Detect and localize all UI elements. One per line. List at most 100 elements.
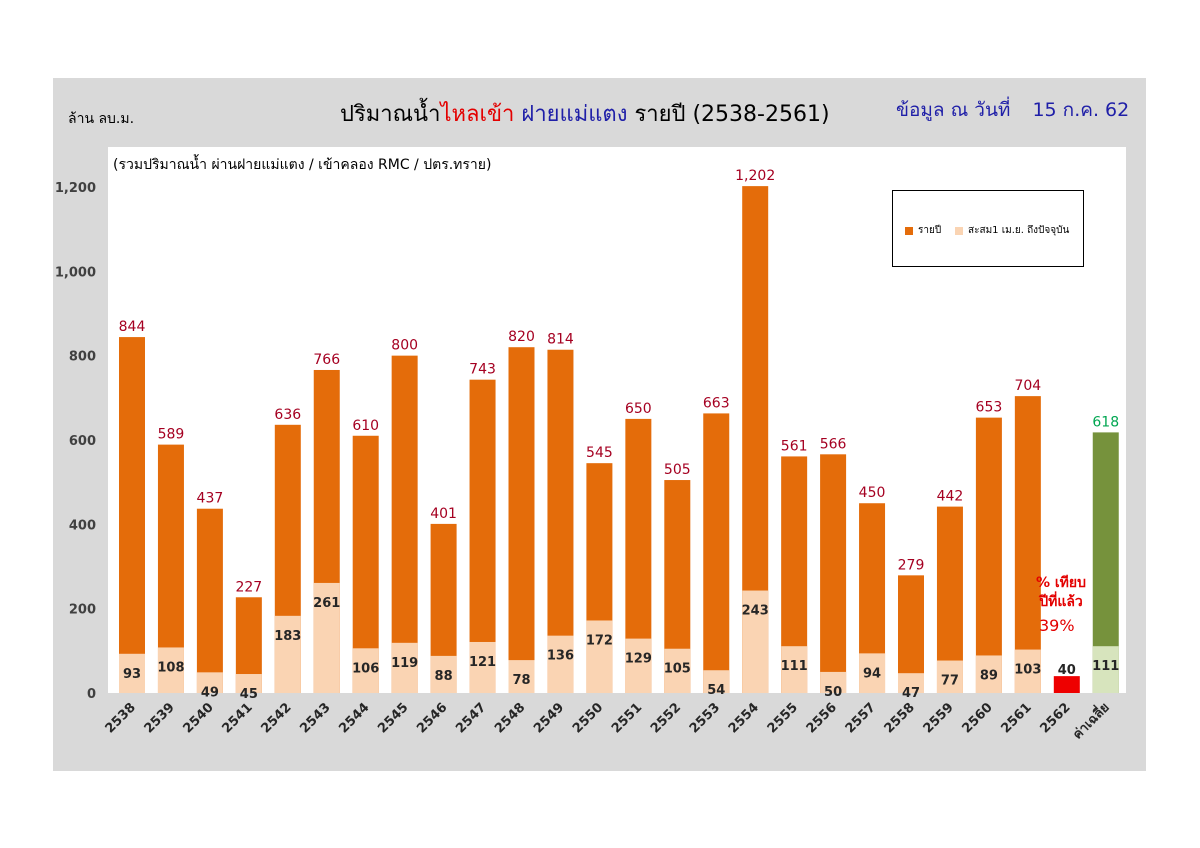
cumulative-value-label: 78 [512,673,530,688]
chart-title: ปริมาณน้ำไหลเข้า ฝายแม่แตง รายปี (2538-2… [340,96,830,131]
bar-cumulative [742,590,769,693]
x-tick-label: 2542 [258,700,294,736]
x-tick-label: 2544 [336,700,372,736]
y-axis-unit-label: ล้าน ลบ.ม. [68,111,135,127]
legend-swatch-cumulative [955,226,963,235]
legend: รายปี สะสม1 เม.ย. ถึงปัจจุบัน [892,190,1084,267]
cumulative-value-label: 261 [313,596,340,611]
annotation-percent: 39% [1039,616,1075,635]
cumulative-value-label: 47 [902,686,920,701]
bar-cumulative [859,653,886,693]
legend-item-annual: รายปี [905,223,941,238]
annual-value-label: 766 [313,352,340,368]
cumulative-value-label: 136 [547,649,574,664]
x-tick-label: 2540 [181,700,217,736]
y-tick-label: 400 [69,518,96,533]
annual-value-label: 437 [197,491,224,507]
bar-cumulative [274,615,301,693]
bar-cumulative [820,671,847,693]
annual-value-label: 450 [859,485,886,501]
bar-cumulative [1053,676,1080,693]
x-tick-label: 2561 [998,700,1034,736]
annual-value-label: 650 [625,401,652,417]
cumulative-value-label: 89 [980,668,998,683]
annual-value-label: 279 [898,557,925,573]
annual-value-label: 566 [820,436,847,452]
cumulative-value-label: 50 [824,685,842,700]
bar-annual [820,454,847,693]
annual-value-label: 618 [1092,414,1119,430]
bar-annual [508,347,535,693]
cumulative-value-label: 243 [742,604,769,619]
bar-cumulative [936,660,963,693]
x-tick-label: ค่าเฉลี่ย [1068,698,1112,742]
annual-value-label: 844 [119,319,146,335]
bar-annual [196,508,223,693]
cumulative-value-label: 106 [352,661,379,676]
x-tick-label: 2538 [103,700,139,736]
cumulative-value-label: 54 [707,683,725,698]
x-tick-label: 2560 [960,700,996,736]
bar-annual [975,417,1002,693]
annual-value-label: 442 [937,489,964,505]
bar-cumulative [313,582,340,693]
x-tick-label: 2546 [414,700,450,736]
x-tick-label: 2558 [882,700,918,736]
x-tick-label: 2549 [531,700,567,736]
y-tick-label: 1,000 [55,265,96,280]
annual-value-label: 1,202 [735,168,775,184]
y-tick-label: 1,200 [55,181,96,196]
x-tick-label: 2554 [726,700,762,736]
y-tick-label: 600 [69,434,96,449]
bar-cumulative [1014,649,1041,693]
cumulative-value-label: 40 [1058,663,1076,678]
bar-cumulative [898,673,924,693]
annual-value-label: 505 [664,462,691,478]
x-tick-label: 2541 [219,700,255,736]
cumulative-value-label: 129 [625,652,652,667]
cumulative-value-label: 93 [123,667,141,682]
bar-cumulative [235,674,262,693]
annual-value-label: 227 [235,579,262,595]
annual-value-label: 743 [469,362,496,378]
bar-cumulative [391,642,418,693]
x-tick-label: 2539 [142,700,178,736]
bar-cumulative [119,653,145,693]
x-tick-label: 2559 [921,700,957,736]
cumulative-value-label: 103 [1014,663,1041,678]
annual-value-label: 561 [781,438,808,454]
annual-value-label: 820 [508,329,535,345]
annual-value-label: 704 [1014,378,1041,394]
y-tick-label: 800 [69,350,96,365]
cumulative-value-label: 105 [664,662,691,677]
x-tick-label: 2548 [492,700,528,736]
cumulative-value-label: 121 [469,655,496,670]
x-tick-label: 2552 [648,700,684,736]
bar-cumulative [157,647,184,693]
as-of-label: ข้อมูล ณ วันที่ [896,99,1011,121]
bar-annual [119,337,145,693]
cumulative-value-label: 111 [1092,659,1119,674]
annual-value-label: 653 [976,400,1003,416]
bar-cumulative [1092,646,1119,693]
legend-label-annual: รายปี [918,225,942,236]
annual-value-label: 545 [586,445,613,461]
annual-value-label: 800 [391,338,418,354]
title-part-4: รายปี (2538-2561) [634,102,830,127]
cumulative-value-label: 108 [157,660,184,675]
annual-value-label: 814 [547,332,574,348]
annual-value-label: 401 [430,506,457,522]
cumulative-value-label: 111 [781,659,808,674]
legend-swatch-annual [905,226,913,235]
cumulative-value-label: 49 [201,685,219,700]
bar-cumulative [586,620,613,693]
x-tick-label: 2545 [375,700,411,736]
y-tick-label: 200 [69,603,96,618]
y-tick-label: 0 [87,687,96,702]
annual-value-label: 610 [352,418,379,434]
legend-label-cumulative: สะสม1 เม.ย. ถึงปัจจุบัน [968,225,1070,236]
bar-cumulative [703,670,730,693]
cumulative-value-label: 77 [941,674,959,689]
cumulative-value-label: 88 [435,669,453,684]
